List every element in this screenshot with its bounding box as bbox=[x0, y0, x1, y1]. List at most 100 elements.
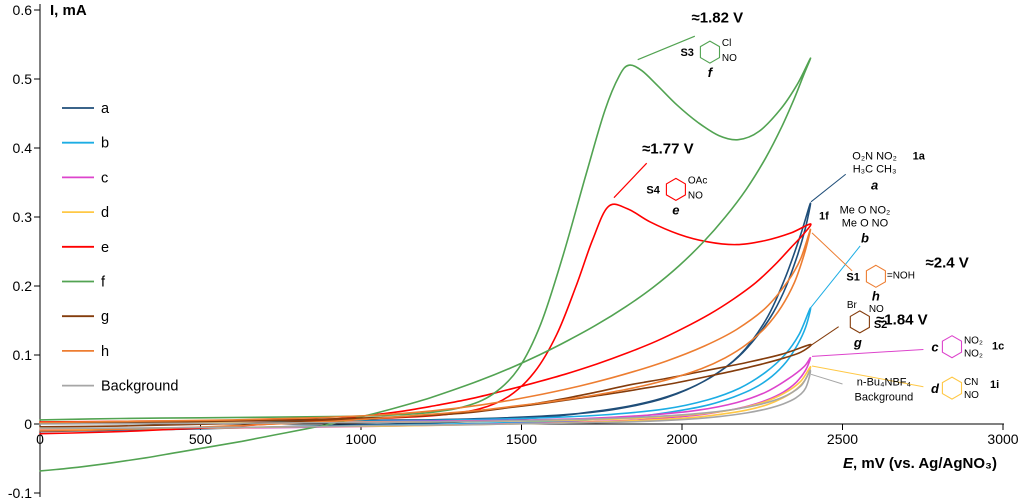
structure-letter: a bbox=[871, 178, 878, 193]
substituent-label: NO₂ bbox=[964, 336, 983, 347]
structure-f: Cl NO S3 f bbox=[680, 38, 737, 80]
structure-letter: g bbox=[853, 335, 862, 350]
legend-label: f bbox=[101, 275, 106, 291]
peak-g-label: ≈1.84 V bbox=[876, 312, 928, 329]
legend: a b c d e f g h Background bbox=[62, 101, 178, 395]
x-axis-title: E, mV (vs. Ag/AgNO₃) bbox=[843, 455, 997, 472]
ring-icon bbox=[849, 310, 870, 334]
structure-tag: 1f bbox=[819, 211, 829, 223]
structure-letter: b bbox=[861, 231, 869, 246]
structure-tag: 1c bbox=[992, 341, 1004, 353]
structure-tag: S4 bbox=[646, 184, 660, 196]
substituent-label: Cl bbox=[722, 38, 731, 49]
structure-background: n-Bu₄NBF₄ Background bbox=[855, 376, 914, 403]
structure-text-line: n-Bu₄NBF₄ bbox=[857, 376, 912, 388]
legend-label: c bbox=[101, 170, 108, 186]
leader-a bbox=[810, 173, 847, 203]
x-tick-label: 1500 bbox=[506, 431, 537, 447]
y-axis-title: I, mA bbox=[50, 2, 87, 19]
leader-lines bbox=[810, 173, 924, 388]
leader-b bbox=[810, 245, 861, 309]
substituent-label: CN bbox=[964, 377, 978, 388]
legend-item-g: g bbox=[62, 309, 109, 325]
structure-text-line: Background bbox=[855, 391, 914, 403]
substituent-label: OAc bbox=[688, 175, 707, 186]
substituent-label: NO bbox=[964, 390, 979, 401]
series-Background-curve bbox=[39, 369, 812, 429]
legend-label: e bbox=[101, 240, 109, 256]
substituent-label: NO₂ bbox=[964, 349, 983, 360]
legend-item-c: c bbox=[62, 170, 108, 186]
structure-h: =NOH S1 h bbox=[846, 264, 915, 303]
leader-h bbox=[811, 232, 853, 272]
leader-background bbox=[810, 373, 843, 385]
legend-item-a: a bbox=[62, 101, 110, 117]
series-h-curve bbox=[39, 228, 812, 432]
ring-icon bbox=[941, 335, 963, 359]
substituent-label: NO bbox=[688, 190, 703, 201]
structure-tag: S3 bbox=[680, 47, 693, 59]
ring-icon bbox=[699, 40, 721, 64]
legend-label: h bbox=[101, 344, 109, 360]
peak-h-label: ≈2.4 V bbox=[926, 254, 969, 271]
series-f-curve bbox=[39, 57, 812, 472]
x-tick-label: 2500 bbox=[827, 431, 858, 447]
structure-text-line: Me O NO bbox=[842, 218, 889, 230]
y-tick-label: 0.6 bbox=[13, 2, 33, 18]
legend-label: Background bbox=[101, 379, 178, 395]
y-tick-label: 0.1 bbox=[13, 347, 33, 363]
structure-tag: 1i bbox=[990, 379, 999, 391]
x-tick-label: 1000 bbox=[345, 431, 376, 447]
structure-tag: S2 bbox=[874, 319, 887, 331]
structure-text-line: H₃C CH₃ bbox=[853, 164, 897, 176]
structure-c: NO₂ NO₂ 1c c bbox=[931, 335, 1004, 360]
structure-letter: f bbox=[708, 65, 714, 80]
peak-e-leader bbox=[613, 162, 648, 199]
structure-letter: c bbox=[931, 340, 939, 355]
x-tick-label: 0 bbox=[36, 431, 44, 447]
y-tick-label: 0 bbox=[24, 416, 32, 432]
structure-e: OAc NO S4 e bbox=[646, 175, 707, 217]
legend-label: b bbox=[101, 136, 109, 152]
series-a-curve bbox=[39, 202, 812, 433]
structure-letter: h bbox=[872, 288, 880, 303]
substituent-label: NO bbox=[722, 53, 737, 64]
ring-icon bbox=[941, 376, 963, 400]
leader-d bbox=[811, 365, 924, 388]
structure-g: Br NO S2 g bbox=[847, 300, 887, 350]
structure-tag: S1 bbox=[846, 271, 859, 283]
annotations: ≈1.82 V ≈1.77 V ≈2.4 V ≈1.84 V bbox=[613, 9, 969, 329]
ring-icon bbox=[665, 177, 686, 202]
structure-tag: 1a bbox=[913, 151, 926, 163]
y-tick-label: 0.5 bbox=[13, 71, 33, 87]
legend-item-background: Background bbox=[62, 379, 178, 395]
leader-c bbox=[811, 348, 924, 357]
x-tick-label: 2000 bbox=[666, 431, 697, 447]
substituent-label: NO bbox=[869, 304, 884, 315]
structure-text-line: Me O NO₂ bbox=[840, 205, 891, 217]
peak-f-leader bbox=[637, 35, 696, 61]
x-tick-label: 3000 bbox=[987, 431, 1018, 447]
structure-d: CN NO 1i d bbox=[931, 376, 999, 401]
axes: 0.6 0.5 0.4 0.3 0.2 0.1 0 -0.1 0 500 1000 1500 2000 2… bbox=[8, 2, 1019, 501]
series-curves bbox=[39, 57, 812, 472]
legend-item-h: h bbox=[62, 344, 109, 360]
legend-label: g bbox=[101, 309, 109, 325]
structure-letter: e bbox=[672, 202, 679, 217]
legend-item-b: b bbox=[62, 136, 109, 152]
legend-item-d: d bbox=[62, 205, 109, 221]
y-tick-label: 0.2 bbox=[13, 278, 33, 294]
substituent-label: Br bbox=[847, 300, 858, 311]
legend-label: a bbox=[101, 101, 110, 117]
peak-f-label: ≈1.82 V bbox=[692, 9, 744, 26]
leader-g bbox=[810, 326, 839, 346]
structure-text-line: O₂N NO₂ bbox=[852, 151, 897, 163]
y-tick-label: 0.4 bbox=[13, 140, 33, 156]
peak-e-label: ≈1.77 V bbox=[642, 141, 694, 158]
y-tick-label: 0.3 bbox=[13, 209, 33, 225]
